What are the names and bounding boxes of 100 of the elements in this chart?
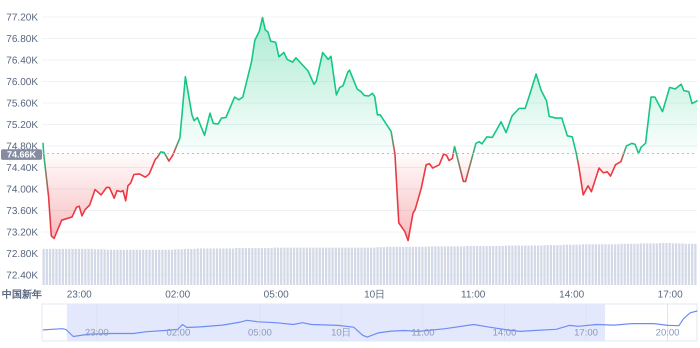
bar <box>129 250 132 285</box>
bar <box>228 248 231 285</box>
x-tick-label: 14:00 <box>492 328 516 338</box>
y-tick-label: 74.00K <box>6 184 38 196</box>
bar <box>508 246 510 285</box>
bar <box>373 248 376 285</box>
bar <box>646 243 648 285</box>
bar <box>68 248 70 285</box>
bar <box>242 248 244 285</box>
y-tick-label: 72.80K <box>6 249 38 260</box>
bar <box>58 248 61 285</box>
bar <box>479 246 482 285</box>
bar <box>656 243 658 285</box>
x-tick-label: 20:00 <box>656 328 680 338</box>
bar <box>630 244 632 285</box>
bar <box>440 246 443 285</box>
bar <box>296 248 298 285</box>
bar <box>456 246 459 285</box>
bar <box>396 246 398 285</box>
bar <box>569 244 572 285</box>
bar <box>341 248 344 285</box>
y-tick-label: 74.40K <box>6 163 38 174</box>
bar <box>190 248 192 285</box>
bar <box>226 248 228 285</box>
bar <box>219 248 222 285</box>
x-tick-label: 10日 <box>331 328 352 338</box>
y-tick-label: 76.00K <box>6 77 38 88</box>
y-tick-label: 74.80K <box>6 142 38 152</box>
x-tick-label: 05:00 <box>264 290 290 300</box>
y-tick-label: 75.60K <box>6 98 38 110</box>
bar <box>113 250 116 285</box>
bar <box>357 248 360 285</box>
y-tick-label: 73.20K <box>6 228 38 238</box>
bar <box>174 249 176 285</box>
x-tick-label: 23:00 <box>66 290 92 300</box>
bar <box>350 248 353 285</box>
bar <box>274 248 276 285</box>
bar <box>90 248 93 285</box>
x-tick-label: 02:00 <box>166 328 190 338</box>
bar <box>691 244 694 285</box>
bar <box>152 250 154 285</box>
bar <box>675 243 678 285</box>
bar <box>264 248 266 285</box>
y-tick-label: 73.60K <box>6 206 38 217</box>
bar <box>518 246 520 285</box>
y-tick-label: 72.40K <box>6 270 38 282</box>
bar <box>662 243 664 285</box>
bar <box>553 245 556 285</box>
bar <box>617 244 620 285</box>
bar <box>302 248 305 285</box>
bar <box>434 246 436 285</box>
bar <box>640 243 642 285</box>
bar <box>84 248 86 285</box>
bar <box>624 244 626 285</box>
bar <box>608 244 610 285</box>
y-tick-label: 77.20K <box>6 12 38 24</box>
y-tick-label: 75.20K <box>6 120 38 131</box>
x-tick-label: 17:00 <box>574 328 598 338</box>
bar <box>556 245 558 285</box>
bar <box>668 243 671 285</box>
bar <box>380 247 382 285</box>
bar <box>81 248 84 285</box>
bar <box>601 244 604 285</box>
bar <box>312 248 314 285</box>
bar <box>463 246 466 285</box>
bar <box>594 244 597 285</box>
bar <box>290 248 292 285</box>
bar <box>328 248 330 285</box>
bar <box>424 246 427 285</box>
bar <box>364 248 366 285</box>
bar <box>251 248 254 285</box>
bar <box>325 248 328 285</box>
bar <box>120 250 122 285</box>
bar <box>592 244 594 285</box>
bar <box>348 248 350 285</box>
bar <box>203 248 206 285</box>
ref-line-label: 74.66K <box>6 150 37 160</box>
bar <box>470 246 472 285</box>
x-tick-label: 17:00 <box>658 290 684 300</box>
bar <box>540 246 542 285</box>
bar <box>74 248 77 285</box>
text: 中国新年 <box>2 288 42 300</box>
bar <box>106 250 109 285</box>
x-tick-label: 02:00 <box>165 290 191 300</box>
x-tick-label: 10日 <box>364 290 386 300</box>
bar <box>142 250 144 285</box>
bar <box>578 244 581 285</box>
y-tick-label: 76.80K <box>6 34 38 45</box>
bar <box>206 248 208 285</box>
bar <box>46 248 48 285</box>
bar <box>212 248 215 285</box>
bar <box>145 250 148 285</box>
bar <box>386 246 388 285</box>
bar <box>534 246 536 285</box>
bar <box>502 246 504 285</box>
bar <box>258 248 260 285</box>
bar <box>402 246 404 285</box>
bar <box>280 248 282 285</box>
bar <box>472 246 475 285</box>
bar <box>447 246 450 285</box>
